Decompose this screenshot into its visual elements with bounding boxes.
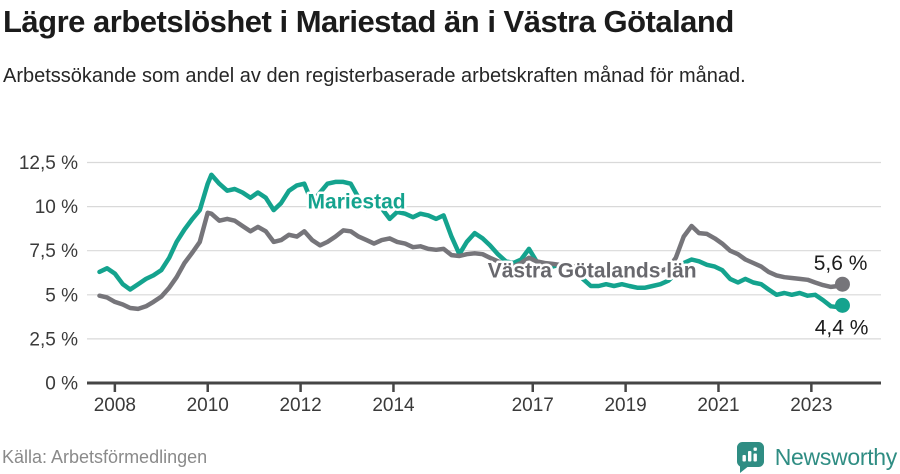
- series-line-mariestad: [97, 172, 845, 310]
- x-axis-tick-label: 2017: [512, 395, 554, 416]
- series-end-value-label: 4,4 %: [815, 316, 869, 339]
- x-axis-tick-label: 2010: [187, 395, 229, 416]
- x-axis-tick-label: 2012: [279, 395, 321, 416]
- page-title: Lägre arbetslöshet i Mariestad än i Väst…: [3, 4, 734, 39]
- x-axis-tick-label: 2023: [790, 395, 832, 416]
- y-axis-tick-label: 7,5 %: [29, 241, 78, 262]
- series-end-dot-mariestad: [834, 297, 850, 313]
- series-inline-label: Västra Götalands län: [488, 260, 697, 283]
- x-axis-tick-label: 2021: [697, 395, 739, 416]
- x-axis-tick-label: 2019: [604, 395, 646, 416]
- series-inline-label: Mariestad: [308, 190, 406, 213]
- chart-subtitle: Arbetssökande som andel av den registerb…: [3, 65, 746, 87]
- series-end-value-label: 5,6 %: [814, 252, 868, 275]
- x-axis-tick-label: 2014: [372, 395, 415, 416]
- newsworthy-wordmark: Newsworthy: [774, 444, 898, 470]
- y-axis-tick-label: 2,5 %: [29, 329, 78, 350]
- y-axis-tick-label: 12,5 %: [19, 153, 78, 174]
- newsworthy-bars-icon: [736, 442, 764, 473]
- y-axis-tick-label: 5 %: [45, 285, 78, 306]
- y-axis-tick-label: 10 %: [35, 197, 78, 218]
- y-axis-tick-label: 0 %: [45, 374, 78, 395]
- series-end-dot-vastra_gotaland: [834, 276, 850, 292]
- x-axis-tick-label: 2008: [94, 395, 136, 416]
- source-note: Källa: Arbetsförmedlingen: [2, 447, 208, 467]
- newsworthy-logo: Newsworthy: [736, 441, 897, 474]
- series-line-vastra_gotaland: [97, 210, 845, 312]
